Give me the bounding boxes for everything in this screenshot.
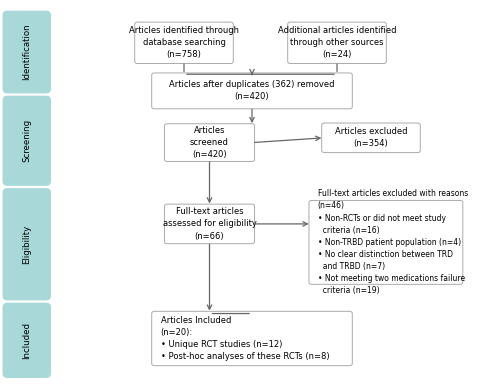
FancyBboxPatch shape — [309, 201, 463, 285]
Text: Screening: Screening — [22, 119, 31, 162]
Text: Identification: Identification — [22, 24, 31, 80]
FancyBboxPatch shape — [134, 22, 234, 64]
Text: Full-text articles excluded with reasons
(n=46)
• Non-RCTs or did not meet study: Full-text articles excluded with reasons… — [318, 189, 468, 296]
Text: Full-text articles
assessed for eligibility
(n=66): Full-text articles assessed for eligibil… — [162, 207, 256, 241]
FancyBboxPatch shape — [2, 95, 51, 186]
Text: Eligibility: Eligibility — [22, 224, 31, 264]
Text: Articles excluded
(n=354): Articles excluded (n=354) — [335, 127, 407, 148]
FancyBboxPatch shape — [164, 124, 254, 161]
FancyBboxPatch shape — [2, 188, 51, 300]
FancyBboxPatch shape — [322, 123, 420, 152]
Text: Articles after duplicates (362) removed
(n=420): Articles after duplicates (362) removed … — [169, 80, 335, 101]
Text: Articles
screened
(n=420): Articles screened (n=420) — [190, 126, 229, 159]
FancyBboxPatch shape — [152, 73, 352, 109]
FancyBboxPatch shape — [152, 311, 352, 366]
Text: Included: Included — [22, 322, 31, 359]
Text: Additional articles identified
through other sources
(n=24): Additional articles identified through o… — [278, 26, 396, 59]
Text: Articles identified through
database searching
(n=758): Articles identified through database sea… — [129, 26, 239, 59]
Text: Articles Included
(n=20):
• Unique RCT studies (n=12)
• Post-hoc analyses of the: Articles Included (n=20): • Unique RCT s… — [160, 316, 329, 361]
FancyBboxPatch shape — [2, 11, 51, 94]
FancyBboxPatch shape — [288, 22, 386, 64]
FancyBboxPatch shape — [164, 204, 254, 244]
FancyBboxPatch shape — [2, 303, 51, 378]
